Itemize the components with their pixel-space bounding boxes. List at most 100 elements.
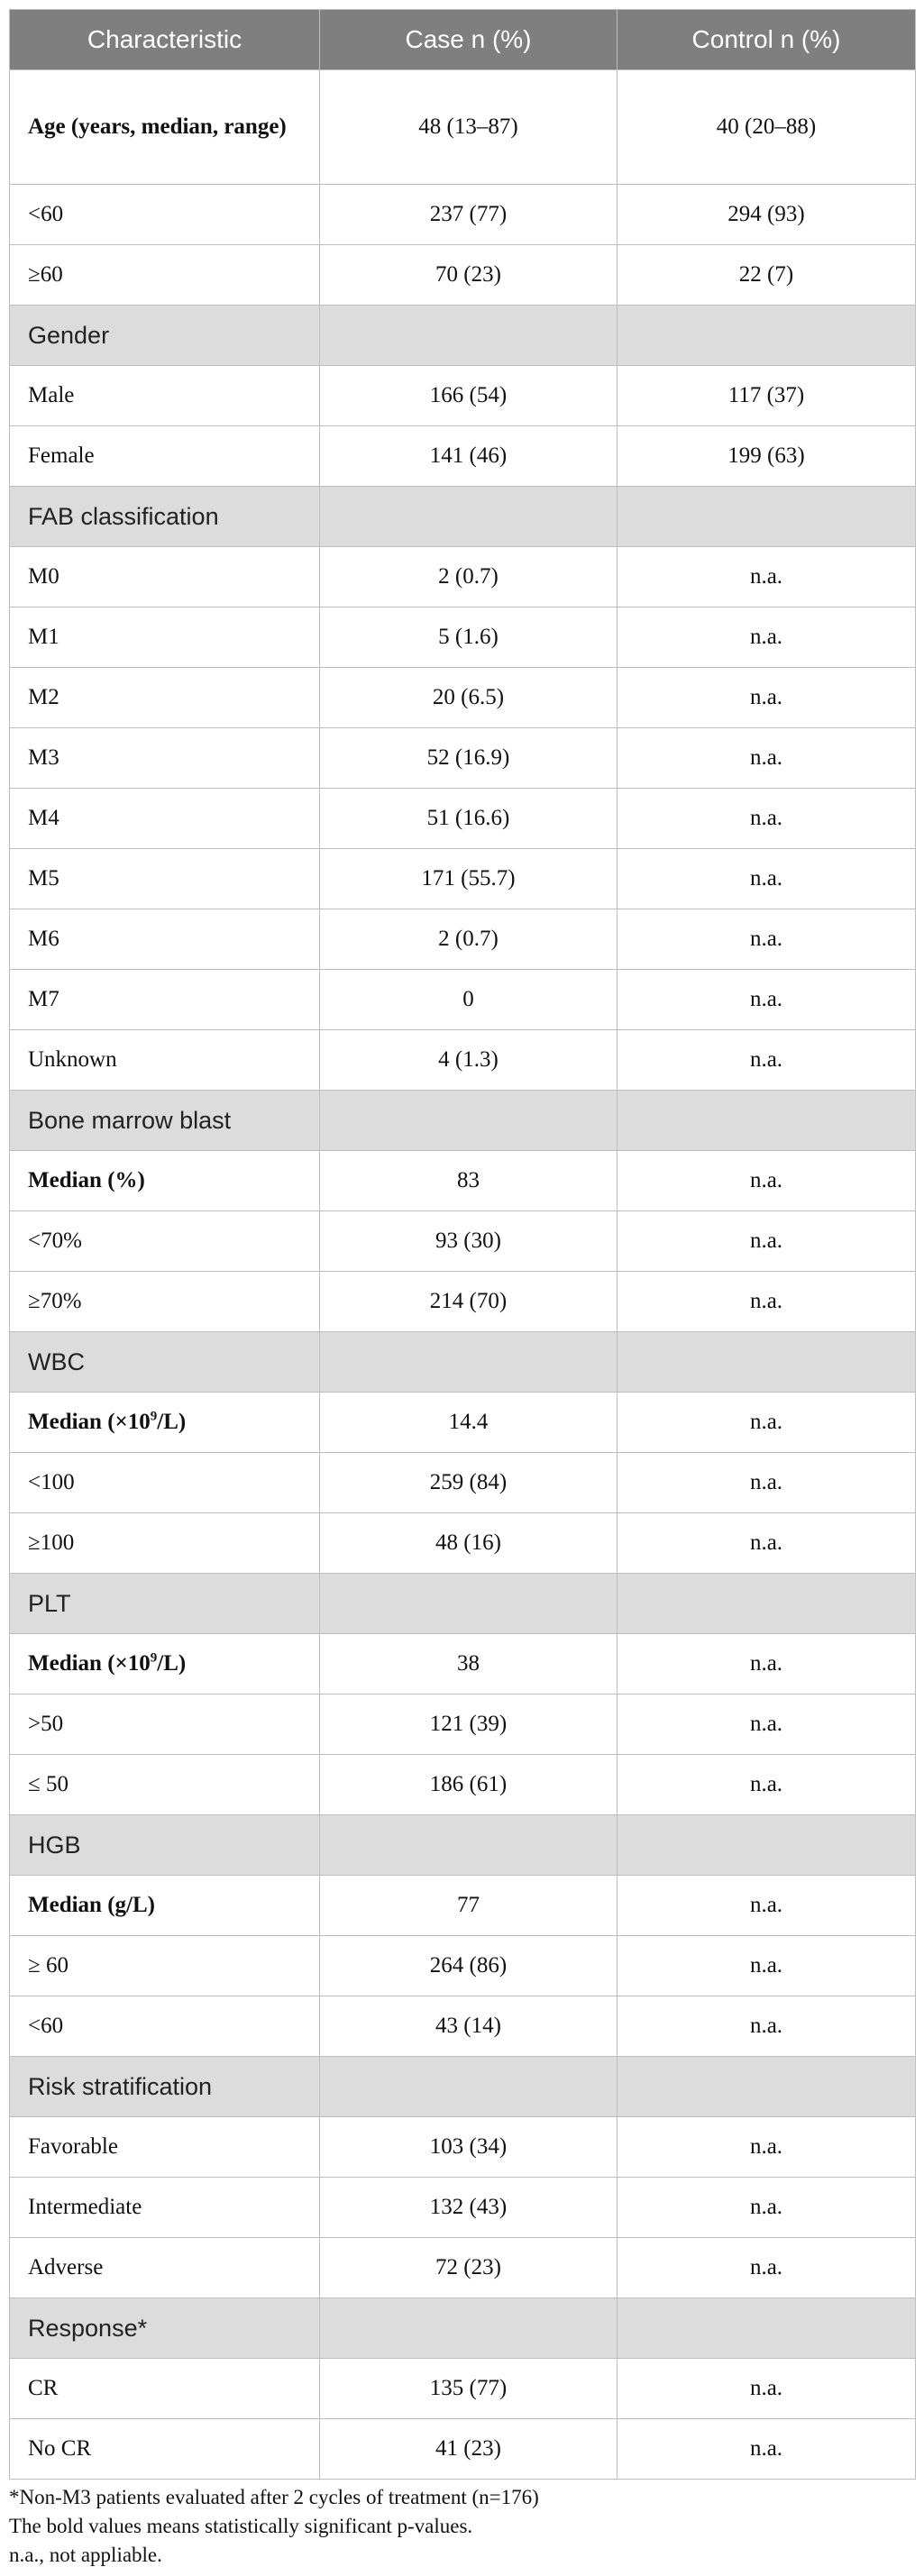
table-body: Age (years, median, range) 48 (13–87) 40 (… <box>9 69 916 2480</box>
table-row: M3 52 (16.9) n.a. <box>9 727 916 789</box>
row-label: Median (%) <box>9 1150 320 1211</box>
table-row: CR 135 (77) n.a. <box>9 2358 916 2419</box>
empty-cell <box>617 1331 916 1393</box>
case-value: 186 (61) <box>319 1754 618 1815</box>
section-row: HGB <box>9 1814 916 1876</box>
row-label: Male <box>9 365 320 426</box>
characteristics-table: Characteristic Case n (%) Control n (%) … <box>9 9 916 2480</box>
row-label: ≥70% <box>9 1271 320 1332</box>
control-value: n.a. <box>617 2358 916 2419</box>
control-value: 40 (20–88) <box>617 69 916 185</box>
table-row: Median (%) 83 n.a. <box>9 1150 916 1211</box>
section-label: FAB classification <box>9 486 320 547</box>
empty-cell <box>319 1814 618 1876</box>
row-label: Median (×109/L) <box>9 1392 320 1453</box>
table-row: Median (g/L) 77 n.a. <box>9 1875 916 1936</box>
empty-cell <box>617 486 916 547</box>
table-row: Female 141 (46) 199 (63) <box>9 425 916 487</box>
section-row: FAB classification <box>9 486 916 547</box>
case-value: 171 (55.7) <box>319 848 618 909</box>
control-value: n.a. <box>617 1029 916 1091</box>
row-label: M5 <box>9 848 320 909</box>
row-label: Age (years, median, range) <box>9 69 320 185</box>
table-row: Age (years, median, range) 48 (13–87) 40 (… <box>9 69 916 185</box>
header-characteristic: Characteristic <box>9 9 320 70</box>
table-row: M7 0 n.a. <box>9 969 916 1030</box>
case-value: 237 (77) <box>319 184 618 245</box>
case-value: 83 <box>319 1150 618 1211</box>
empty-cell <box>617 1573 916 1634</box>
empty-cell <box>319 1331 618 1393</box>
row-label: <70% <box>9 1210 320 1272</box>
row-label: ≥60 <box>9 244 320 306</box>
control-value: n.a. <box>617 1210 916 1272</box>
section-label: PLT <box>9 1573 320 1634</box>
control-value: n.a. <box>617 1392 916 1453</box>
table-row: <100 259 (84) n.a. <box>9 1452 916 1513</box>
table-row: Favorable 103 (34) n.a. <box>9 2116 916 2178</box>
table-row: <70% 93 (30) n.a. <box>9 1210 916 1272</box>
section-row: Gender <box>9 305 916 366</box>
case-value: 51 (16.6) <box>319 788 618 849</box>
table-row: Adverse 72 (23) n.a. <box>9 2237 916 2298</box>
control-value: n.a. <box>617 788 916 849</box>
row-label: <100 <box>9 1452 320 1513</box>
case-value: 93 (30) <box>319 1210 618 1272</box>
case-value: 264 (86) <box>319 1935 618 1996</box>
case-value: 5 (1.6) <box>319 607 618 668</box>
header-case: Case n (%) <box>319 9 618 70</box>
table-row: ≥60 70 (23) 22 (7) <box>9 244 916 306</box>
control-value: n.a. <box>617 2418 916 2480</box>
table-row: M2 20 (6.5) n.a. <box>9 667 916 728</box>
row-label-superscript: 9 <box>150 1409 158 1424</box>
case-value: 70 (23) <box>319 244 618 306</box>
control-value: n.a. <box>617 2237 916 2298</box>
row-label: <60 <box>9 184 320 245</box>
case-value: 103 (34) <box>319 2116 618 2178</box>
case-value: 38 <box>319 1633 618 1694</box>
section-label: Response* <box>9 2297 320 2359</box>
section-row: WBC <box>9 1331 916 1393</box>
case-value: 72 (23) <box>319 2237 618 2298</box>
row-label: No CR <box>9 2418 320 2480</box>
empty-cell <box>319 486 618 547</box>
empty-cell <box>617 1814 916 1876</box>
empty-cell <box>617 2056 916 2117</box>
empty-cell <box>319 305 618 366</box>
row-label: M1 <box>9 607 320 668</box>
control-value: n.a. <box>617 727 916 789</box>
section-row: Response* <box>9 2297 916 2359</box>
case-value: 48 (13–87) <box>319 69 618 185</box>
row-label: Unknown <box>9 1029 320 1091</box>
empty-cell <box>617 2297 916 2359</box>
section-row: Bone marrow blast <box>9 1090 916 1151</box>
footnote: *Non-M3 patients evaluated after 2 cycle… <box>9 2486 539 2508</box>
empty-cell <box>319 2297 618 2359</box>
table-row: <60 43 (14) n.a. <box>9 1996 916 2057</box>
control-value: 294 (93) <box>617 184 916 245</box>
case-value: 132 (43) <box>319 2177 618 2238</box>
case-value: 166 (54) <box>319 365 618 426</box>
row-label-text: /L) <box>157 1410 187 1434</box>
control-value: n.a. <box>617 2116 916 2178</box>
control-value: n.a. <box>617 667 916 728</box>
row-label-text: /L) <box>157 1651 187 1676</box>
header-row: Characteristic Case n (%) Control n (%) <box>9 9 916 70</box>
section-row: Risk stratification <box>9 2056 916 2117</box>
row-label: ≥100 <box>9 1512 320 1574</box>
row-label: Median (×109/L) <box>9 1633 320 1694</box>
case-value: 77 <box>319 1875 618 1936</box>
section-label: Gender <box>9 305 320 366</box>
table-row: Median (×109/L) 14.4 n.a. <box>9 1392 916 1453</box>
control-value: n.a. <box>617 607 916 668</box>
row-label: M3 <box>9 727 320 789</box>
case-value: 14.4 <box>319 1392 618 1453</box>
table-row: M5 171 (55.7) n.a. <box>9 848 916 909</box>
case-value: 20 (6.5) <box>319 667 618 728</box>
table-row: ≥ 60 264 (86) n.a. <box>9 1935 916 1996</box>
row-label: >50 <box>9 1694 320 1755</box>
row-label-superscript: 9 <box>150 1650 158 1666</box>
empty-cell <box>319 1573 618 1634</box>
control-value: n.a. <box>617 1875 916 1936</box>
row-label: M7 <box>9 969 320 1030</box>
